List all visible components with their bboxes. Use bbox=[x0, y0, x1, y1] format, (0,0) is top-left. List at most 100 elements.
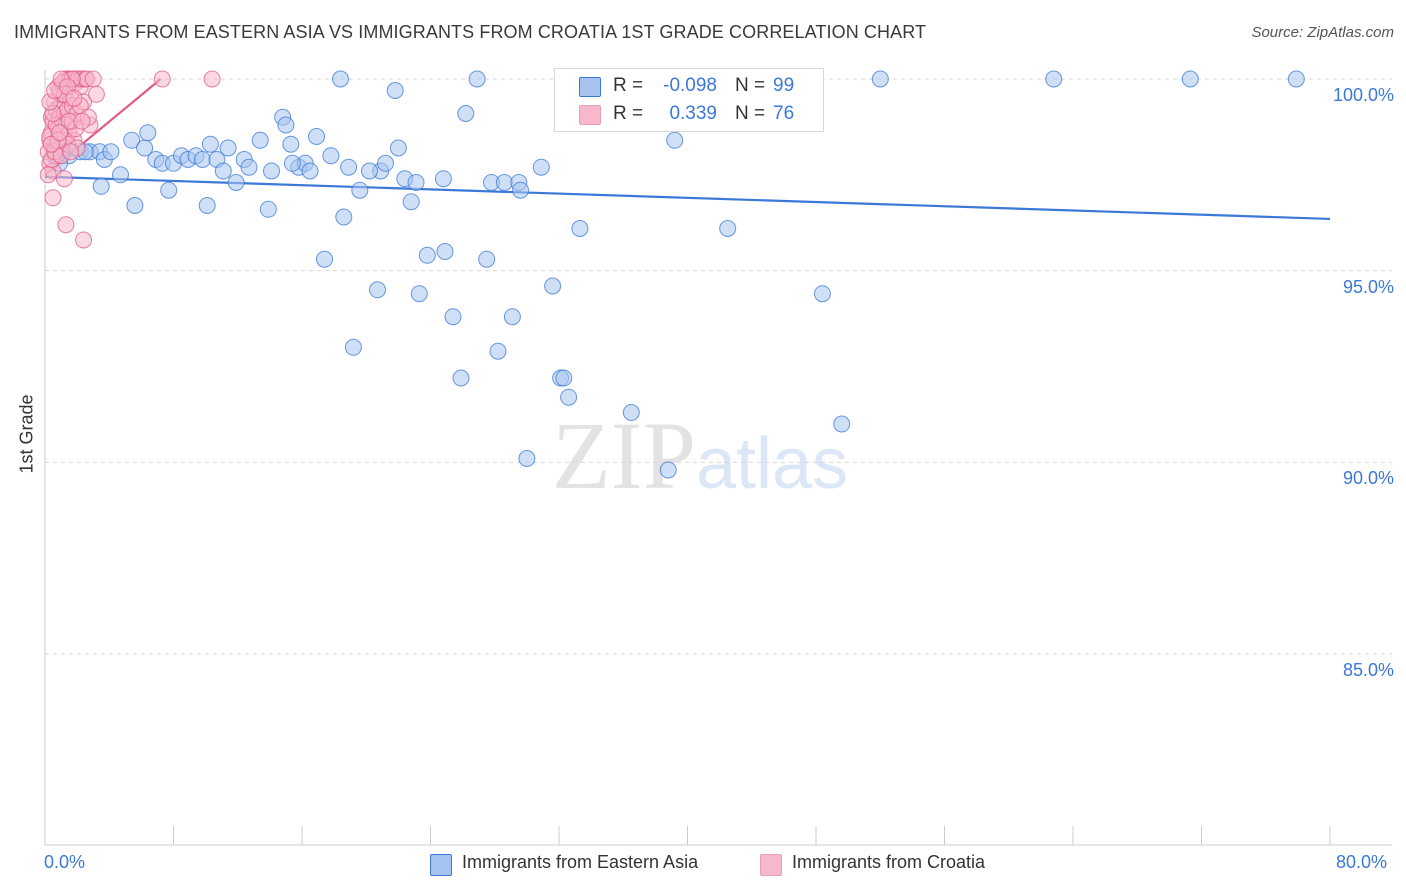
data-point bbox=[418, 246, 436, 264]
data-point bbox=[84, 70, 102, 88]
data-point bbox=[1045, 70, 1063, 88]
data-point bbox=[193, 151, 211, 168]
data-point bbox=[277, 116, 295, 134]
data-point bbox=[123, 131, 141, 149]
data-point bbox=[39, 166, 57, 184]
data-point bbox=[410, 285, 428, 303]
n-value: 76 bbox=[773, 103, 795, 124]
data-point bbox=[666, 131, 684, 149]
data-point bbox=[407, 174, 425, 191]
data-point bbox=[444, 308, 462, 326]
data-point bbox=[871, 70, 889, 88]
data-point bbox=[659, 461, 677, 479]
watermark-zip: ZIP bbox=[552, 402, 696, 509]
data-points bbox=[39, 70, 1305, 479]
data-point bbox=[322, 147, 340, 165]
data-point bbox=[44, 189, 62, 207]
data-point bbox=[489, 342, 507, 360]
axes bbox=[44, 70, 1392, 846]
r-label: R = bbox=[613, 75, 644, 96]
data-point bbox=[87, 85, 105, 103]
chart-title: IMMIGRANTS FROM EASTERN ASIA VS IMMIGRAN… bbox=[14, 22, 927, 42]
croatia-swatch bbox=[579, 105, 601, 125]
y-tick-label: 95.0% bbox=[1342, 276, 1394, 297]
data-point bbox=[75, 231, 92, 249]
data-point bbox=[203, 70, 221, 88]
data-point bbox=[495, 174, 513, 191]
data-point bbox=[227, 174, 245, 191]
stats-row-croatia: R = 0.339 N = 76 bbox=[555, 100, 823, 128]
y-axis-label: 1st Grade bbox=[16, 394, 37, 474]
data-point bbox=[219, 139, 237, 157]
data-point bbox=[42, 135, 60, 153]
data-point bbox=[92, 177, 110, 195]
data-point bbox=[457, 105, 475, 122]
data-point bbox=[251, 131, 269, 149]
data-point bbox=[1287, 70, 1305, 88]
data-point bbox=[555, 369, 573, 387]
data-point bbox=[532, 158, 550, 176]
r-value: 0.339 bbox=[669, 103, 717, 124]
data-point bbox=[332, 70, 349, 88]
y-tick-label: 100.0% bbox=[1332, 85, 1394, 105]
data-point bbox=[153, 70, 171, 88]
data-point bbox=[344, 338, 362, 356]
data-point bbox=[283, 154, 301, 172]
data-point bbox=[160, 181, 178, 199]
x-tick-label-min: 0.0% bbox=[44, 852, 86, 872]
data-point bbox=[301, 162, 319, 180]
data-point bbox=[452, 369, 470, 387]
data-point bbox=[361, 162, 378, 180]
series-eastern-asia bbox=[46, 70, 1305, 479]
data-point bbox=[369, 281, 386, 299]
zipatlas-watermark: ZIPatlas bbox=[552, 400, 848, 511]
r-value: -0.098 bbox=[663, 75, 717, 96]
data-point bbox=[51, 124, 68, 142]
data-point bbox=[240, 158, 258, 176]
data-point bbox=[377, 154, 394, 172]
legend-label: Immigrants from Croatia bbox=[792, 852, 986, 872]
r-label: R = bbox=[613, 103, 644, 124]
data-point bbox=[351, 181, 369, 199]
stats-row-eastern-asia: R = -0.098 N = 99 bbox=[555, 72, 823, 100]
source-note: Source: ZipAtlas.com bbox=[1251, 24, 1394, 41]
data-point bbox=[102, 143, 120, 161]
data-point bbox=[57, 216, 75, 234]
data-point bbox=[544, 277, 562, 295]
data-point bbox=[259, 200, 277, 218]
legend-label: Immigrants from Eastern Asia bbox=[462, 852, 699, 872]
data-point bbox=[335, 208, 353, 226]
data-point bbox=[126, 197, 144, 214]
data-point bbox=[1181, 70, 1199, 88]
data-point bbox=[436, 243, 454, 260]
croatia-legend-swatch bbox=[760, 854, 782, 876]
data-point bbox=[434, 170, 452, 188]
data-point bbox=[263, 162, 280, 180]
data-point bbox=[833, 415, 851, 433]
data-point bbox=[560, 388, 578, 406]
x-tick-label-max: 80.0% bbox=[1336, 852, 1388, 872]
eastern-asia-swatch bbox=[579, 77, 601, 97]
data-point bbox=[55, 170, 73, 188]
data-point bbox=[282, 135, 300, 153]
data-point bbox=[316, 250, 333, 268]
data-point bbox=[214, 162, 232, 180]
data-point bbox=[386, 82, 404, 99]
data-point bbox=[201, 135, 219, 153]
y-tick-label: 90.0% bbox=[1342, 468, 1394, 489]
data-point bbox=[468, 70, 486, 88]
stats-legend: R = -0.098 N = 99 R = 0.339 N = 76 bbox=[554, 68, 824, 132]
n-label: N = bbox=[735, 103, 766, 124]
trend-line-eastern-asia bbox=[44, 175, 1331, 221]
n-value: 99 bbox=[773, 75, 795, 96]
data-point bbox=[478, 250, 496, 268]
data-point bbox=[112, 166, 129, 184]
eastern-asia-legend-swatch bbox=[430, 854, 452, 876]
data-point bbox=[389, 139, 407, 157]
data-point bbox=[308, 128, 325, 145]
data-point bbox=[73, 112, 91, 130]
data-point bbox=[813, 285, 831, 303]
data-point bbox=[65, 89, 83, 107]
y-tick-label: 85.0% bbox=[1342, 660, 1394, 680]
